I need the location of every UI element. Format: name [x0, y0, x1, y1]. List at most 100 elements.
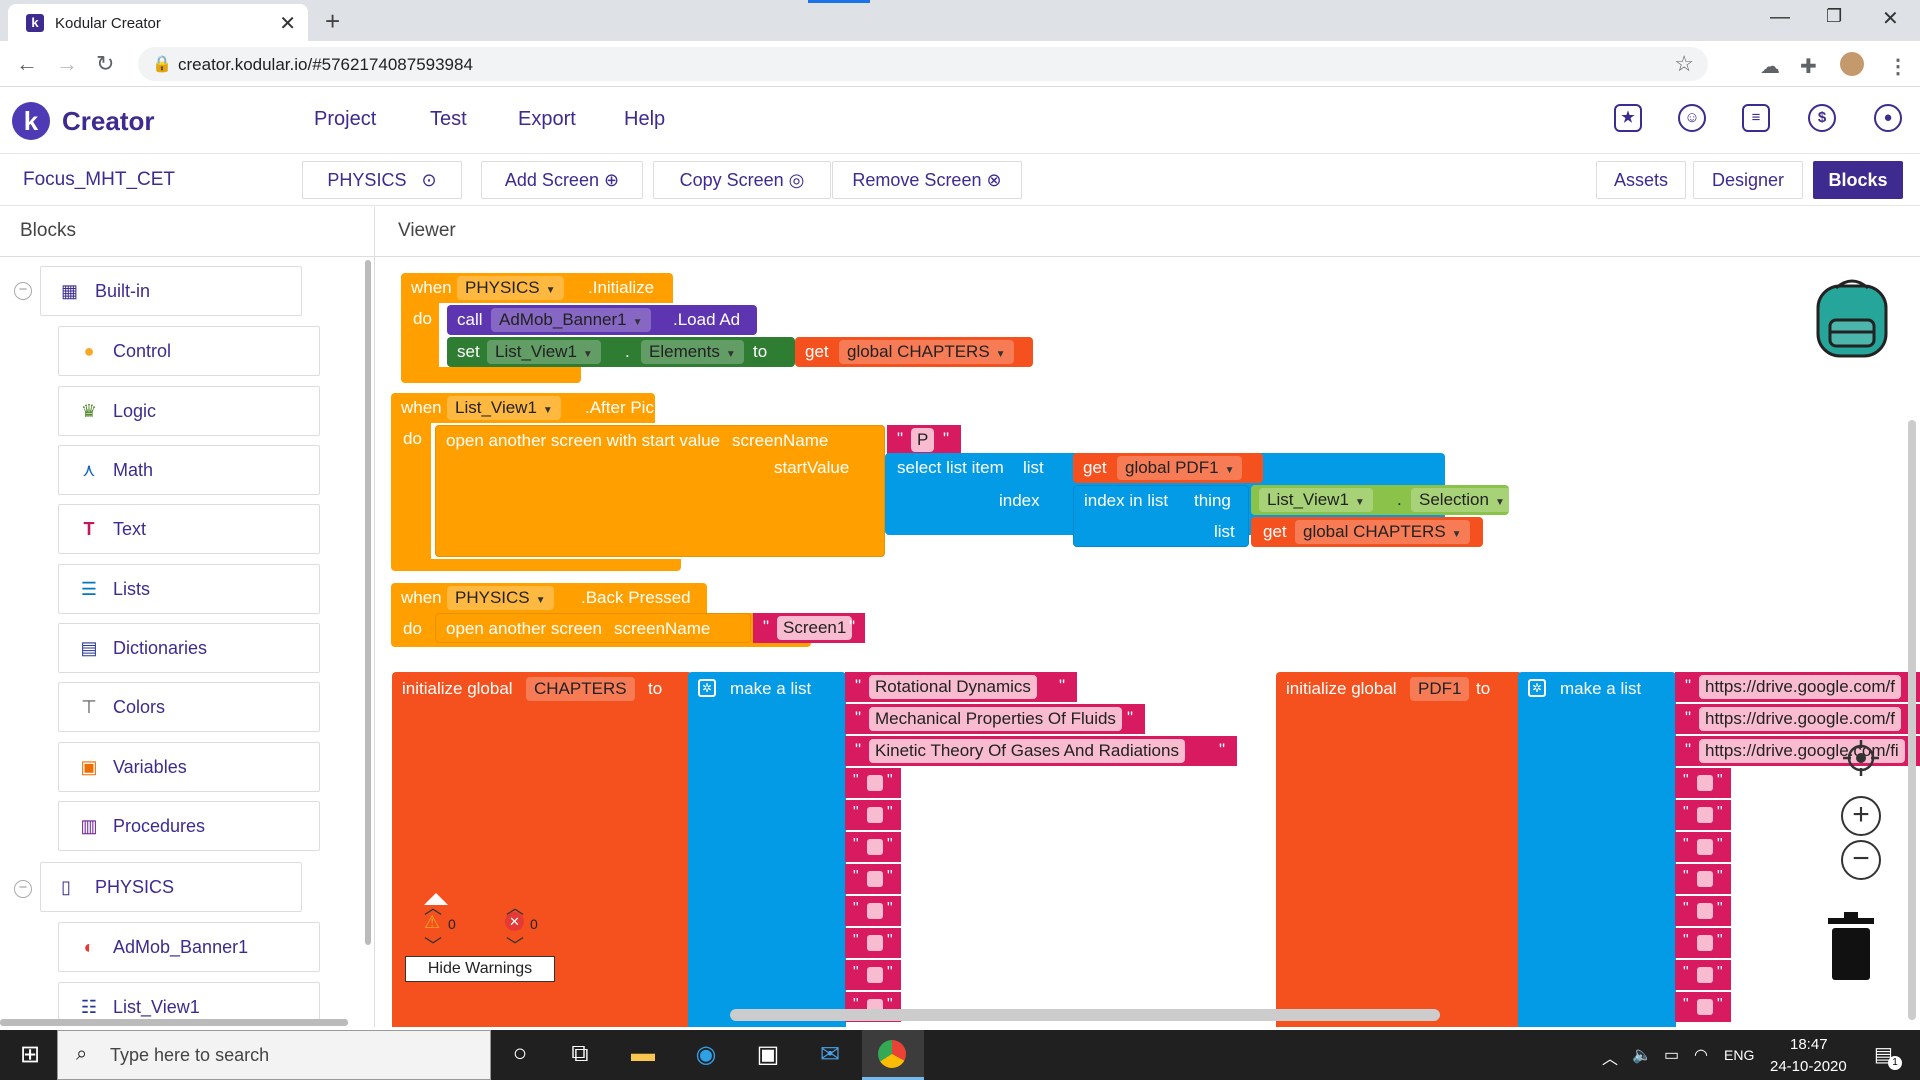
- clock-time[interactable]: 18:47: [1790, 1036, 1828, 1053]
- forward-arrow-icon[interactable]: →: [56, 51, 78, 76]
- language-indicator[interactable]: ENG: [1724, 1047, 1755, 1063]
- blocks-button[interactable]: Blocks: [1813, 161, 1903, 199]
- empty-string-block[interactable]: " ": [1675, 928, 1731, 958]
- empty-value[interactable]: [1697, 967, 1713, 983]
- reload-icon[interactable]: ↻: [96, 51, 115, 76]
- empty-value[interactable]: [867, 967, 883, 983]
- get-pdf1-block[interactable]: get global PDF1 ▼: [1073, 453, 1263, 483]
- drawer-math[interactable]: ⋏ Math: [58, 445, 320, 495]
- drawer-logic[interactable]: ♛ Logic: [58, 386, 320, 436]
- copy-screen-button[interactable]: Copy Screen ◎: [653, 161, 831, 199]
- profile-avatar-icon[interactable]: [1840, 52, 1864, 76]
- empty-string-block[interactable]: " ": [1675, 960, 1731, 990]
- empty-value[interactable]: [1697, 839, 1713, 855]
- task-view-icon[interactable]: ⧉: [571, 1040, 589, 1067]
- collapse-screen-icon[interactable]: −: [14, 880, 32, 898]
- add-screen-button[interactable]: Add Screen ⊕: [481, 161, 643, 199]
- minimize-icon[interactable]: —: [1770, 6, 1790, 28]
- tray-chevron-icon[interactable]: ︿: [1602, 1051, 1619, 1068]
- error-next-icon[interactable]: ﹀: [506, 936, 524, 956]
- variable-dropdown[interactable]: global CHAPTERS ▼: [839, 340, 1014, 364]
- drawer-colors[interactable]: ⊤ Colors: [58, 682, 320, 732]
- property-dropdown[interactable]: Selection ▼: [1411, 488, 1513, 512]
- component-admob[interactable]: ◐ AdMob_Banner1: [58, 922, 320, 972]
- screen-selector[interactable]: PHYSICS ⊙: [302, 161, 462, 199]
- variable-dropdown[interactable]: global PDF1 ▼: [1117, 456, 1243, 480]
- get-chapters-block[interactable]: get global CHAPTERS ▼: [795, 337, 1033, 367]
- drawer-dictionaries[interactable]: ▤ Dictionaries: [58, 623, 320, 673]
- drawer-variables[interactable]: ▣ Variables: [58, 742, 320, 792]
- empty-value[interactable]: [1697, 999, 1713, 1015]
- admob-dropdown[interactable]: AdMob_Banner1 ▼: [491, 308, 651, 332]
- folder-icon[interactable]: ★: [1614, 104, 1642, 132]
- clock-date[interactable]: 24-10-2020: [1770, 1058, 1847, 1075]
- workspace-vertical-scrollbar[interactable]: [1908, 420, 1916, 1020]
- empty-string-block[interactable]: " ": [1675, 832, 1731, 862]
- empty-value[interactable]: [867, 935, 883, 951]
- bookmark-star-icon[interactable]: ☆: [1674, 51, 1694, 76]
- assets-button[interactable]: Assets: [1596, 161, 1686, 199]
- empty-value[interactable]: [867, 871, 883, 887]
- more-menu-icon[interactable]: ⋮: [1888, 56, 1908, 78]
- edge-icon[interactable]: ◉: [695, 1041, 717, 1068]
- empty-value[interactable]: [1697, 807, 1713, 823]
- property-dropdown[interactable]: Elements ▼: [641, 340, 744, 364]
- warning-prev-arrow-icon[interactable]: [424, 893, 448, 905]
- empty-string-block[interactable]: " ": [845, 800, 901, 830]
- empty-string-block[interactable]: " ": [845, 960, 901, 990]
- store-icon[interactable]: ▣: [756, 1041, 780, 1068]
- get-chapters-block[interactable]: get global CHAPTERS ▼: [1251, 517, 1483, 547]
- string-literal-p[interactable]: " P ": [887, 425, 961, 455]
- mail-icon[interactable]: ✉: [819, 1041, 841, 1068]
- empty-value[interactable]: [867, 839, 883, 855]
- string-value[interactable]: P: [911, 428, 935, 452]
- window-close-icon[interactable]: ✕: [1882, 8, 1899, 30]
- variable-name-field[interactable]: CHAPTERS: [526, 677, 635, 701]
- empty-value[interactable]: [867, 903, 883, 919]
- empty-value[interactable]: [1697, 935, 1713, 951]
- remove-screen-button[interactable]: Remove Screen ⊗: [832, 161, 1022, 199]
- url-text[interactable]: creator.kodular.io/#5762174087593984: [178, 55, 473, 74]
- empty-string-block[interactable]: " ": [845, 768, 901, 798]
- empty-string-block[interactable]: " ": [1675, 768, 1731, 798]
- collapse-builtin-icon[interactable]: −: [14, 282, 32, 300]
- designer-button[interactable]: Designer: [1693, 161, 1803, 199]
- wifi-icon[interactable]: ◠: [1694, 1047, 1708, 1064]
- browser-tab[interactable]: k Kodular Creator ✕: [8, 4, 308, 41]
- new-tab-icon[interactable]: +: [325, 6, 341, 36]
- list-item-string[interactable]: " Mechanical Properties Of Fluids ": [845, 704, 1145, 734]
- maximize-icon[interactable]: ❐: [1826, 6, 1843, 26]
- cortana-icon[interactable]: ○: [512, 1040, 528, 1067]
- empty-string-block[interactable]: " ": [845, 896, 901, 926]
- menu-export[interactable]: Export: [518, 108, 576, 130]
- open-screen-start-value-block[interactable]: open another screen with start value scr…: [435, 425, 885, 557]
- init-global-pdf1-block[interactable]: initialize global PDF1 to: [1276, 672, 1522, 1027]
- string-value[interactable]: Mechanical Properties Of Fluids: [869, 707, 1122, 731]
- listview-dropdown[interactable]: List_View1 ▼: [487, 340, 601, 364]
- empty-value[interactable]: [867, 807, 883, 823]
- builtin-category[interactable]: ▦ Built-in: [40, 266, 302, 316]
- extension-icon[interactable]: ☁: [1760, 56, 1780, 78]
- list-item-string[interactable]: " Kinetic Theory Of Gases And Radiations…: [845, 736, 1237, 766]
- empty-string-block[interactable]: " ": [845, 864, 901, 894]
- listview-dropdown[interactable]: List_View1 ▼: [447, 396, 561, 420]
- variable-name-field[interactable]: PDF1: [1410, 677, 1470, 701]
- empty-string-block[interactable]: " ": [1675, 864, 1731, 894]
- tab-close-icon[interactable]: ✕: [279, 13, 296, 35]
- empty-value[interactable]: [867, 775, 883, 791]
- drawer-text[interactable]: T Text: [58, 504, 320, 554]
- file-explorer-icon[interactable]: ▬: [631, 1040, 655, 1067]
- drawer-lists[interactable]: ☰ Lists: [58, 564, 320, 614]
- empty-value[interactable]: [1697, 871, 1713, 887]
- battery-icon[interactable]: ▭: [1664, 1047, 1680, 1064]
- list-item-string[interactable]: " https://drive.google.com/f: [1675, 704, 1920, 734]
- hide-warnings-button[interactable]: Hide Warnings: [405, 956, 555, 982]
- component-dropdown[interactable]: PHYSICS ▼: [447, 586, 554, 610]
- open-screen-block[interactable]: open another screen screenName: [435, 613, 751, 643]
- trash-icon[interactable]: [1826, 912, 1876, 982]
- backpack-icon[interactable]: [1812, 274, 1892, 358]
- make-a-list-block[interactable]: ✲ make a list: [1518, 672, 1676, 1027]
- menu-test[interactable]: Test: [430, 108, 467, 130]
- event-block-back-pressed[interactable]: when PHYSICS ▼ .Back Pressed: [391, 583, 707, 613]
- index-in-list-block[interactable]: index in list thing list: [1073, 485, 1249, 547]
